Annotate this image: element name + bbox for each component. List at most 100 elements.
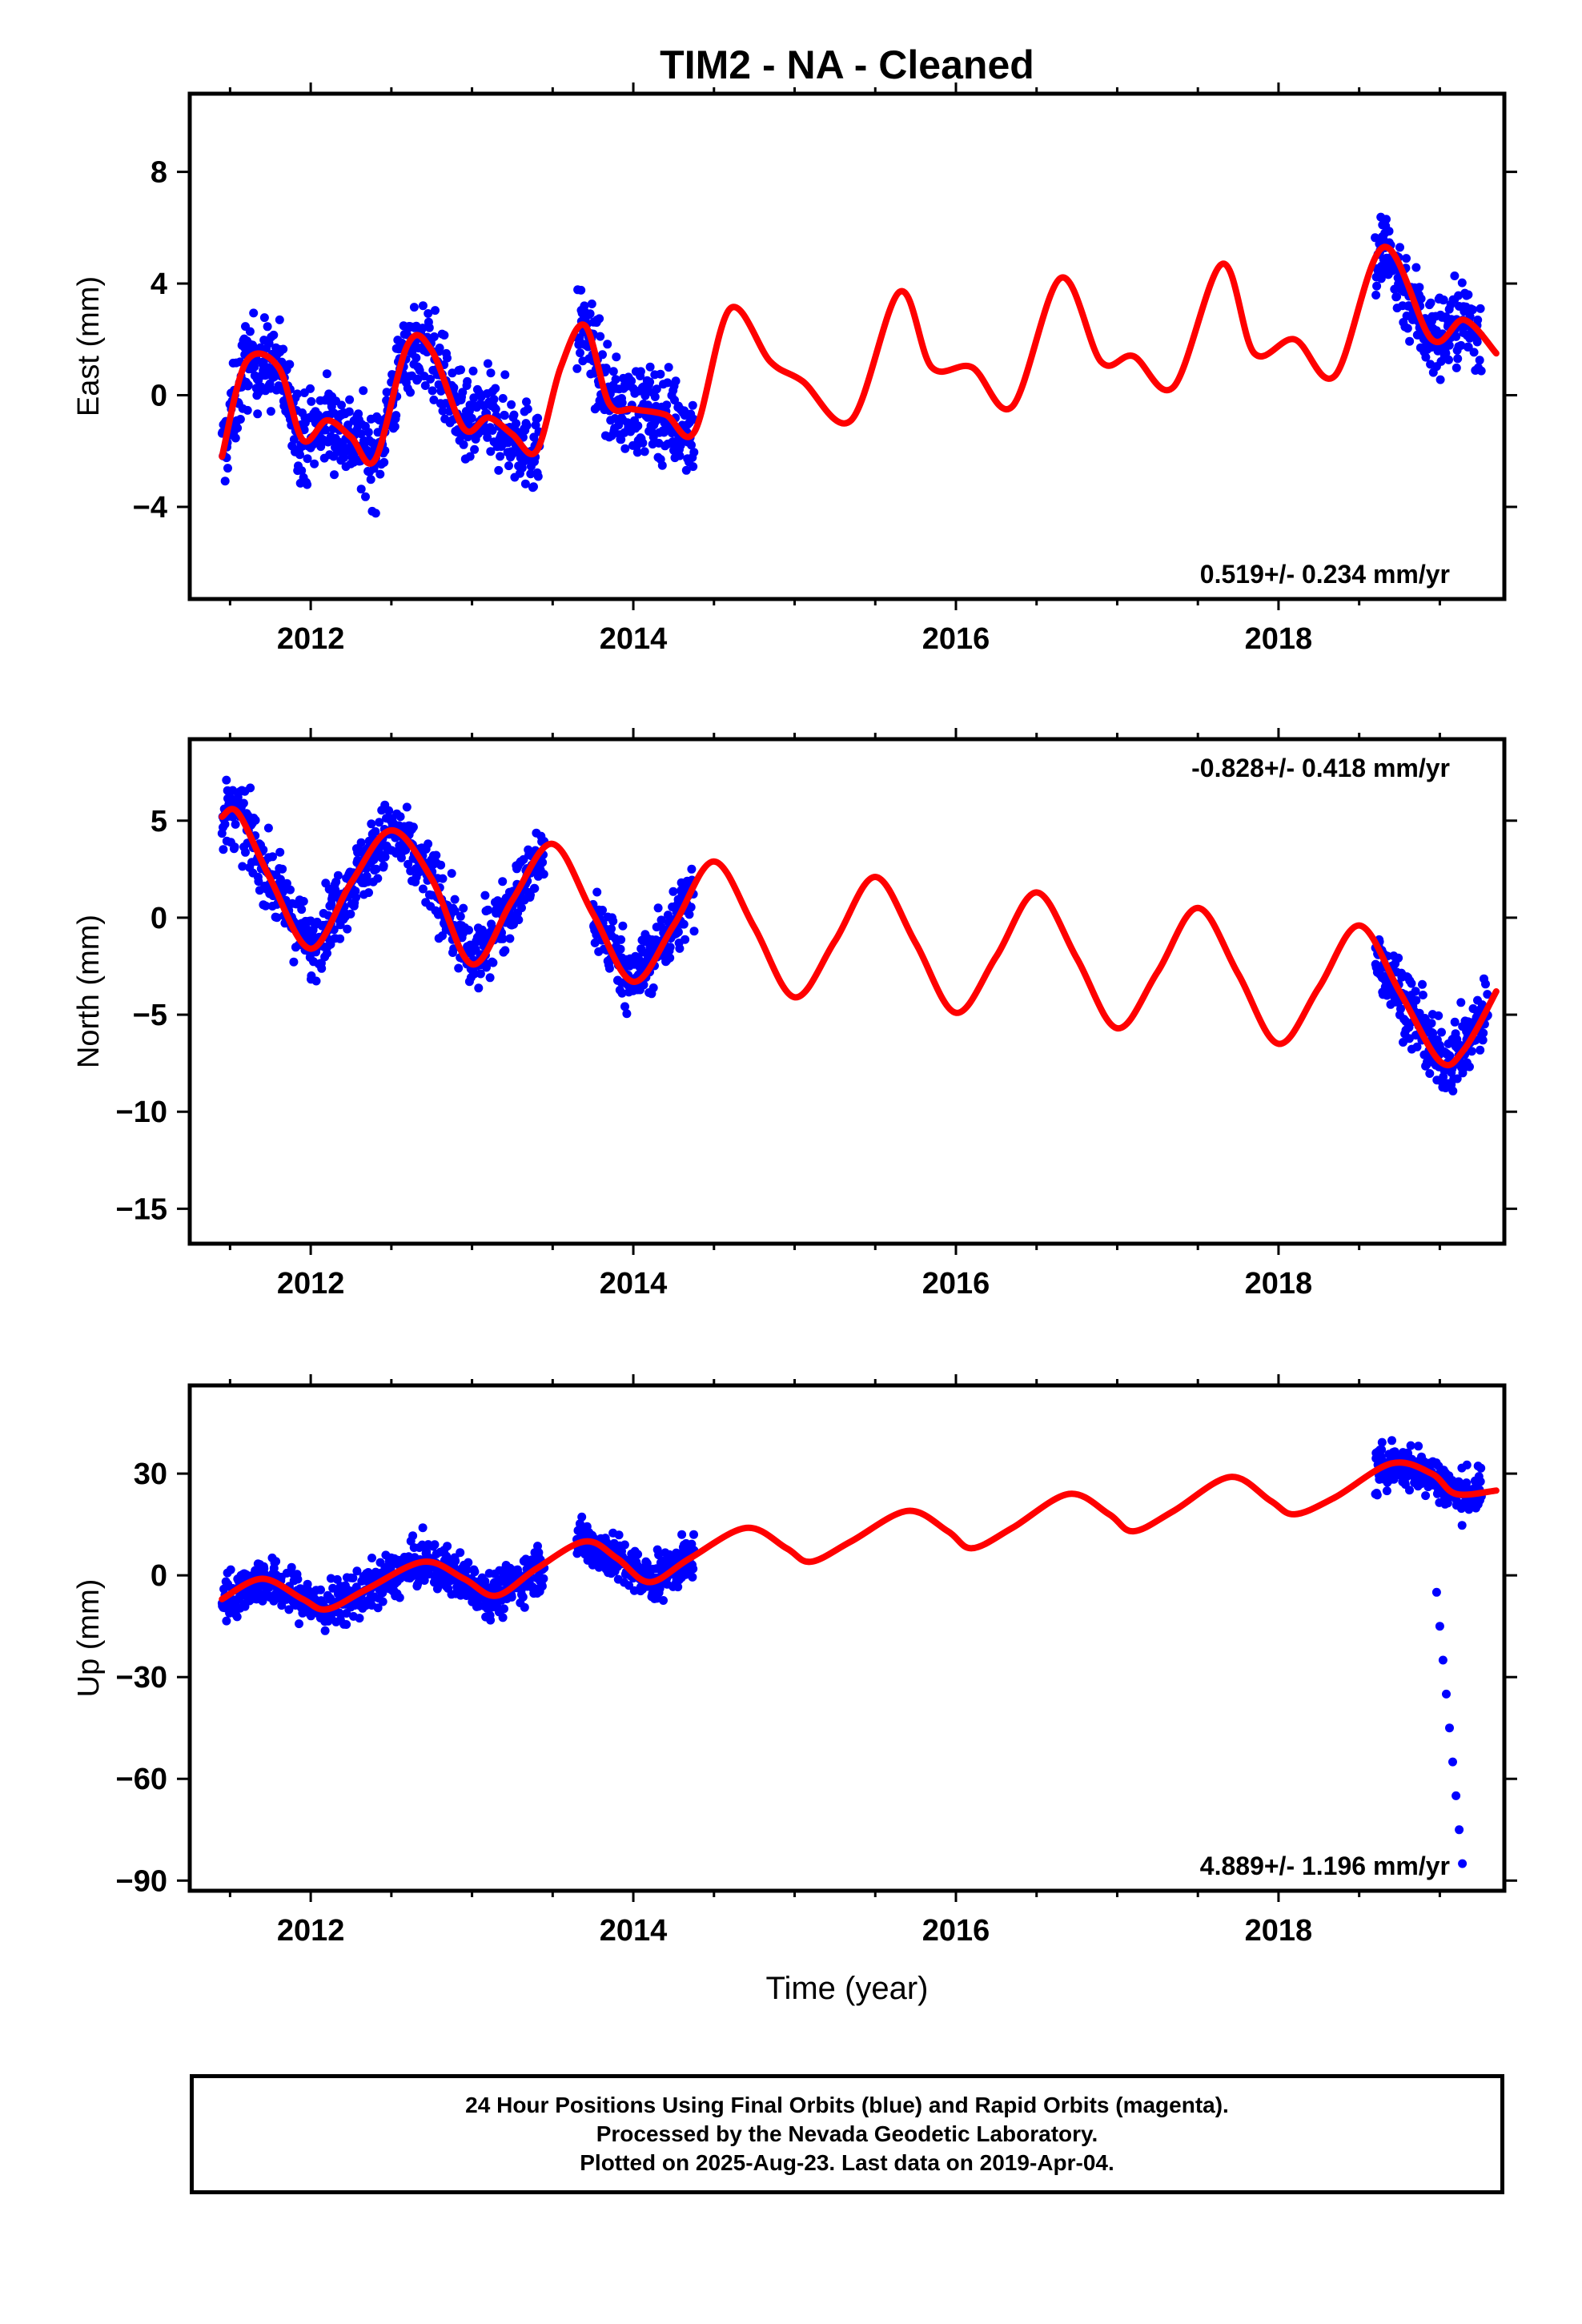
data-point (665, 953, 675, 963)
x-tick-label: 2014 (600, 1914, 668, 1948)
data-point (289, 957, 299, 967)
data-point (424, 839, 433, 849)
data-point (476, 969, 485, 979)
data-point (1452, 1496, 1462, 1506)
data-point (295, 1619, 303, 1629)
data-point (320, 1626, 330, 1635)
data-point (1426, 298, 1435, 308)
data-point (222, 775, 231, 785)
data-point (633, 421, 643, 431)
data-point (356, 485, 366, 494)
data-point (507, 1592, 516, 1602)
data-point (689, 927, 699, 936)
y-tick-label: 5 (151, 805, 167, 838)
data-point (480, 891, 490, 900)
data-point (483, 432, 492, 442)
data-point (627, 376, 636, 386)
data-point (610, 414, 620, 423)
data-point (1478, 1035, 1488, 1045)
data-point (636, 367, 645, 376)
data-point (1443, 1498, 1452, 1508)
data-point (342, 1609, 351, 1618)
outlier-point (1448, 1757, 1457, 1767)
data-point (640, 447, 649, 456)
data-point (498, 394, 508, 403)
data-point (656, 369, 665, 379)
x-axis-label: Time (year) (766, 1971, 929, 2006)
data-point (232, 1612, 242, 1622)
data-point (248, 340, 257, 350)
data-point (488, 958, 498, 967)
data-point (534, 1548, 544, 1558)
data-point (464, 926, 473, 935)
data-point (335, 934, 345, 943)
data-point (259, 357, 268, 367)
data-point (1407, 979, 1416, 988)
data-point (406, 388, 415, 397)
data-point (263, 322, 272, 332)
outlier-point (1452, 1791, 1461, 1800)
caption-line-3: Plotted on 2025-Aug-23. Last data on 201… (580, 2150, 1114, 2175)
data-point (601, 364, 611, 373)
data-point (1468, 305, 1477, 315)
data-point (1382, 1486, 1391, 1496)
data-point (650, 392, 660, 401)
data-point (611, 375, 620, 384)
data-point (351, 887, 360, 896)
data-point (486, 1615, 496, 1625)
data-point (420, 1576, 429, 1585)
data-point (284, 1605, 294, 1614)
data-point (1392, 292, 1402, 301)
data-point (390, 422, 400, 432)
data-point (408, 1531, 418, 1541)
data-point (333, 870, 343, 880)
data-point (459, 903, 468, 913)
data-point (596, 332, 605, 341)
data-point (603, 340, 612, 349)
data-point (246, 783, 255, 793)
data-point (384, 806, 394, 815)
data-point (297, 905, 307, 915)
data-point (443, 1542, 452, 1551)
data-point (470, 969, 480, 979)
data-point (652, 384, 661, 394)
data-point (321, 425, 331, 435)
data-point (677, 891, 687, 901)
data-point (463, 376, 472, 386)
data-point (344, 407, 354, 416)
outlier-point (1431, 1587, 1441, 1597)
data-point (1418, 979, 1427, 989)
y-tick-label: −30 (116, 1661, 167, 1695)
data-point (382, 388, 391, 397)
data-point (220, 476, 230, 486)
x-tick-label: 2018 (1245, 622, 1313, 656)
data-point (1416, 294, 1426, 304)
data-point (632, 448, 642, 457)
data-point (450, 907, 460, 916)
data-point (429, 332, 439, 341)
data-point (373, 874, 383, 883)
data-point (518, 1592, 528, 1602)
data-point (1399, 1038, 1407, 1047)
data-point (1473, 316, 1483, 324)
data-point (671, 376, 681, 386)
data-point (598, 906, 607, 915)
caption-line-2: Processed by the Nevada Geodetic Laborat… (596, 2121, 1098, 2146)
data-point (295, 450, 304, 460)
data-point (1456, 340, 1466, 350)
data-point (226, 1565, 235, 1574)
data-point (1394, 953, 1403, 963)
data-point (1402, 254, 1411, 263)
data-point (230, 842, 239, 852)
data-point (361, 492, 370, 501)
data-point (292, 389, 302, 399)
data-point (348, 1574, 358, 1582)
east-frame (187, 91, 1507, 601)
data-point (303, 454, 312, 464)
data-point (669, 887, 678, 896)
data-point (689, 1564, 698, 1574)
data-point (268, 852, 277, 862)
data-point (474, 983, 484, 993)
data-point (608, 916, 618, 926)
data-point (438, 874, 448, 883)
